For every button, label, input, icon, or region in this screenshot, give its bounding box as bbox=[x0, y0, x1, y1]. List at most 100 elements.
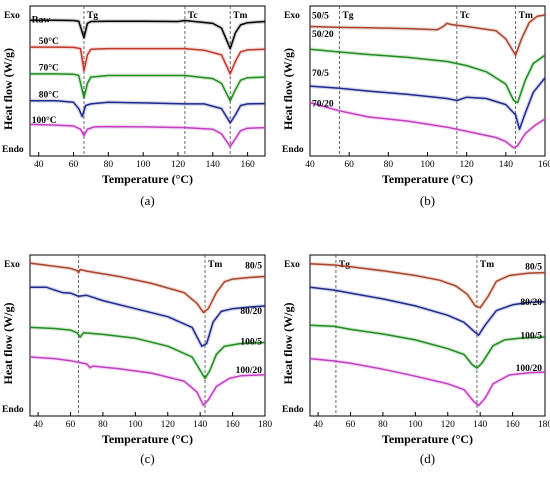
reference-line-label: Tm bbox=[480, 260, 494, 270]
chart-panel-1: 40 60 80 100 120 140 160 Temperature (°C) Heat f… bbox=[1, 5, 266, 208]
series-label: 50/5 bbox=[312, 11, 329, 21]
endo-label: Endo bbox=[2, 405, 24, 415]
series-line-1 bbox=[309, 263, 546, 309]
x-tick-label: 140 bbox=[499, 160, 514, 170]
series-halo bbox=[30, 45, 266, 76]
series-label: 100/5 bbox=[240, 338, 262, 348]
x-axis-label: Temperature (°C) bbox=[382, 172, 473, 186]
series-label: 70/20 bbox=[312, 100, 334, 110]
x-tick-label: 140 bbox=[206, 160, 221, 170]
series-label: 80°C bbox=[39, 90, 59, 101]
series-label: 100/20 bbox=[236, 366, 263, 376]
x-tick-label: 100 bbox=[420, 160, 435, 170]
series-line-4 bbox=[309, 357, 546, 407]
series-line-3 bbox=[29, 326, 266, 380]
panel-caption: (c) bbox=[140, 451, 154, 466]
series-line-5 bbox=[29, 123, 266, 148]
x-tick-label: 120 bbox=[171, 160, 186, 170]
series-halo bbox=[30, 98, 266, 125]
y-axis-label: Heat flow (W/g) bbox=[281, 48, 295, 130]
series-label: 100/5 bbox=[520, 332, 542, 342]
series-halo bbox=[309, 76, 547, 132]
x-tick-label: 180 bbox=[258, 420, 273, 430]
series-line-2 bbox=[30, 46, 266, 75]
series-label: 70/5 bbox=[312, 69, 329, 79]
series-halo bbox=[30, 18, 266, 51]
y-axis-label: Heat flow (W/g) bbox=[281, 303, 295, 385]
series-halo bbox=[30, 71, 266, 103]
panel-caption: (d) bbox=[420, 451, 435, 466]
series-label: 50/20 bbox=[312, 30, 334, 40]
series-label: 100°C bbox=[32, 115, 57, 126]
series-line-3 bbox=[309, 324, 546, 369]
chart-panel-2: 40 60 80 100 120 140 160 Temperature (°C) Heat f… bbox=[281, 5, 550, 208]
series-halo bbox=[29, 355, 266, 408]
series-line-4 bbox=[309, 101, 546, 149]
x-tick-label: 60 bbox=[66, 420, 76, 430]
x-tick-label: 160 bbox=[505, 420, 520, 430]
y-axis-label: Heat flow (W/g) bbox=[1, 303, 15, 385]
endo-label: Endo bbox=[2, 145, 24, 155]
exo-label: Exo bbox=[4, 11, 20, 21]
series-line-4 bbox=[29, 356, 266, 407]
reference-line-label: Tc bbox=[460, 11, 470, 21]
panel-caption: (b) bbox=[420, 193, 435, 208]
reference-line-label: Tg bbox=[342, 11, 353, 21]
reference-line-label: Tm bbox=[519, 11, 533, 21]
x-tick-label: 60 bbox=[69, 160, 79, 170]
reference-line-label: Tm bbox=[208, 260, 222, 270]
panel-caption: (a) bbox=[140, 193, 154, 208]
reference-line-label: Tg bbox=[87, 11, 98, 21]
x-tick-label: 100 bbox=[128, 420, 143, 430]
x-tick-label: 140 bbox=[473, 420, 488, 430]
exo-label: Exo bbox=[284, 260, 300, 270]
x-tick-label: 80 bbox=[98, 420, 108, 430]
series-line-3 bbox=[309, 77, 546, 131]
series-line-1 bbox=[29, 262, 266, 314]
x-tick-label: 100 bbox=[136, 160, 151, 170]
series-label: 70°C bbox=[39, 63, 59, 74]
x-tick-label: 40 bbox=[313, 420, 323, 430]
series-line-2 bbox=[30, 286, 266, 347]
x-tick-label: 120 bbox=[460, 160, 475, 170]
x-tick-label: 120 bbox=[161, 420, 176, 430]
reference-line-label: Tm bbox=[233, 11, 247, 21]
y-axis-label: Heat flow (W/g) bbox=[1, 48, 15, 130]
reference-line-label: Tg bbox=[339, 260, 350, 270]
plot-frame bbox=[29, 254, 266, 417]
x-tick-label: 40 bbox=[34, 160, 44, 170]
series-label: 80/20 bbox=[520, 298, 542, 308]
x-tick-label: 60 bbox=[344, 160, 354, 170]
series-halo bbox=[30, 285, 266, 349]
endo-label: Endo bbox=[282, 145, 304, 155]
series-line-2 bbox=[309, 48, 546, 104]
series-line-1 bbox=[309, 14, 546, 57]
chart-panel-3: 40 60 80 100 120 140 160 180 Temperature (°C) Hea… bbox=[1, 254, 273, 466]
series-label: 100/20 bbox=[516, 364, 543, 374]
series-halo bbox=[309, 13, 546, 58]
series-label: Raw bbox=[32, 15, 51, 25]
series-halo bbox=[29, 261, 266, 315]
series-line-1 bbox=[30, 19, 266, 50]
exo-label: Exo bbox=[4, 260, 20, 270]
x-tick-label: 60 bbox=[346, 420, 356, 430]
series-label: 50°C bbox=[39, 36, 59, 47]
x-tick-label: 160 bbox=[225, 420, 240, 430]
series-halo bbox=[309, 356, 546, 408]
series-line-3 bbox=[30, 73, 266, 102]
x-tick-label: 180 bbox=[538, 420, 550, 430]
x-tick-label: 160 bbox=[240, 160, 255, 170]
x-tick-label: 100 bbox=[408, 420, 423, 430]
series-label: 80/20 bbox=[240, 307, 262, 317]
x-tick-label: 80 bbox=[384, 160, 394, 170]
plot-frame bbox=[309, 254, 546, 417]
x-tick-label: 40 bbox=[305, 160, 315, 170]
series-label: 80/5 bbox=[525, 263, 542, 273]
x-tick-label: 80 bbox=[104, 160, 114, 170]
exo-label: Exo bbox=[284, 11, 300, 21]
x-tick-label: 120 bbox=[441, 420, 456, 430]
reference-line-label: Tc bbox=[188, 11, 198, 21]
x-tick-label: 160 bbox=[538, 160, 550, 170]
